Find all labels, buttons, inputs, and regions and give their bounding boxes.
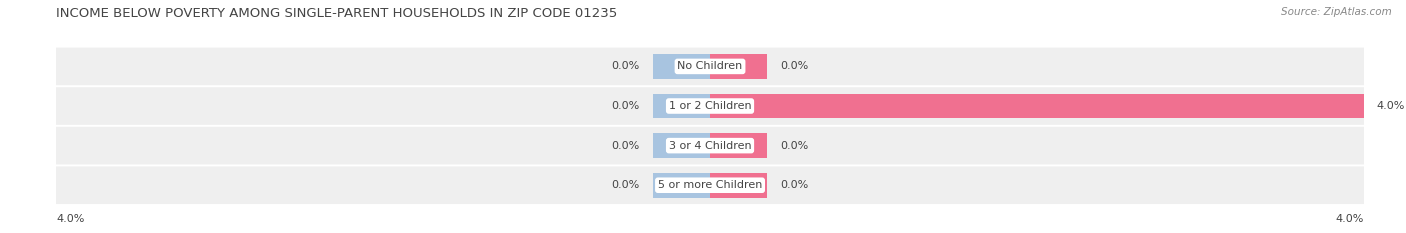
FancyBboxPatch shape — [48, 127, 1372, 164]
Text: 0.0%: 0.0% — [612, 62, 640, 71]
Text: 0.0%: 0.0% — [612, 101, 640, 111]
Text: 4.0%: 4.0% — [56, 214, 84, 224]
Bar — [652, 173, 710, 198]
Text: 4.0%: 4.0% — [1336, 214, 1364, 224]
Text: 5 or more Children: 5 or more Children — [658, 180, 762, 190]
Text: 4.0%: 4.0% — [1376, 101, 1405, 111]
Text: 1 or 2 Children: 1 or 2 Children — [669, 101, 751, 111]
Text: 0.0%: 0.0% — [612, 141, 640, 151]
Bar — [710, 133, 768, 158]
Text: 3 or 4 Children: 3 or 4 Children — [669, 141, 751, 151]
Text: No Children: No Children — [678, 62, 742, 71]
Bar — [710, 54, 768, 79]
Bar — [710, 94, 1364, 118]
Bar — [652, 54, 710, 79]
Bar — [710, 173, 768, 198]
Bar — [652, 133, 710, 158]
Text: INCOME BELOW POVERTY AMONG SINGLE-PARENT HOUSEHOLDS IN ZIP CODE 01235: INCOME BELOW POVERTY AMONG SINGLE-PARENT… — [56, 7, 617, 20]
FancyBboxPatch shape — [48, 48, 1372, 85]
Text: Source: ZipAtlas.com: Source: ZipAtlas.com — [1281, 7, 1392, 17]
FancyBboxPatch shape — [48, 87, 1372, 125]
Text: 0.0%: 0.0% — [780, 180, 808, 190]
Text: 0.0%: 0.0% — [612, 180, 640, 190]
Text: 0.0%: 0.0% — [780, 141, 808, 151]
Bar — [652, 94, 710, 118]
Text: 0.0%: 0.0% — [780, 62, 808, 71]
FancyBboxPatch shape — [48, 166, 1372, 204]
